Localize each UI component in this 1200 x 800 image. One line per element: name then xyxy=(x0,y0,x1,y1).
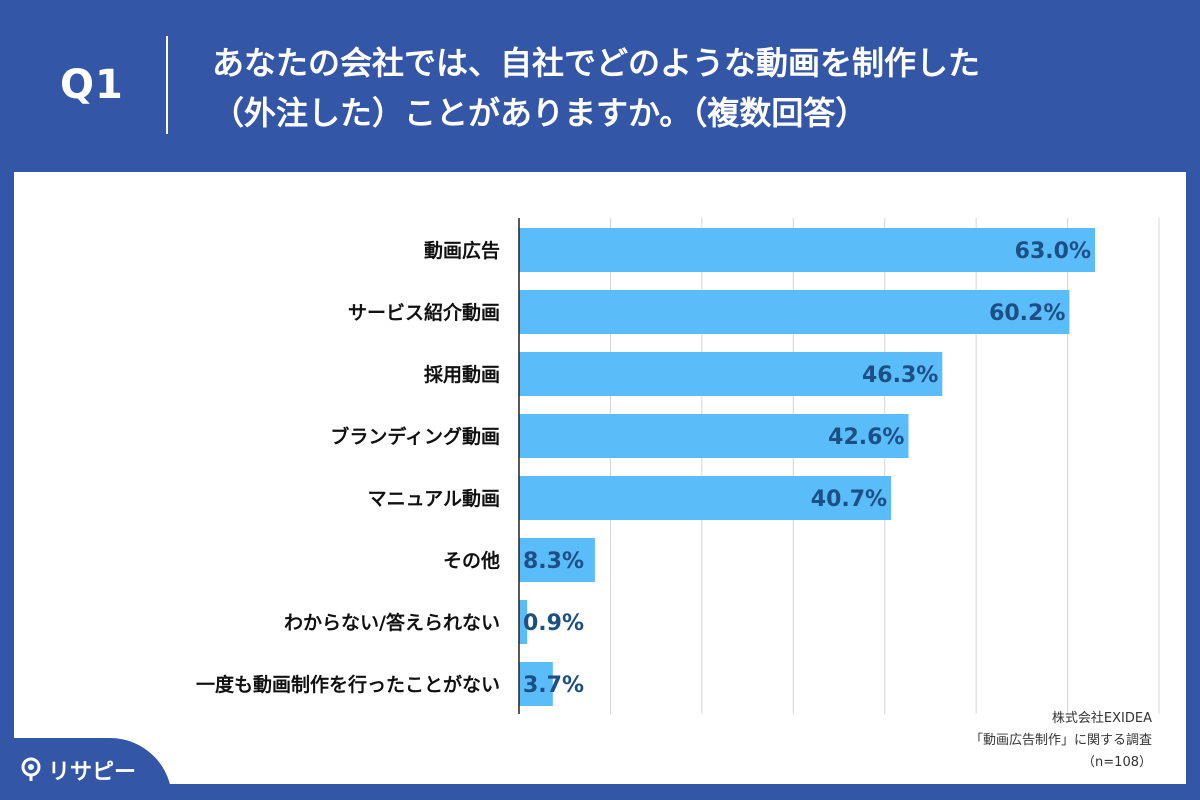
bar xyxy=(519,600,528,644)
bar xyxy=(519,290,1070,334)
value-label: 3.7% xyxy=(523,673,584,698)
logo-text: リサピー xyxy=(48,760,137,785)
value-label: 42.6% xyxy=(828,425,904,450)
bar xyxy=(519,414,909,458)
question-number: Q1 xyxy=(60,62,124,108)
logo-pin-icon xyxy=(21,757,41,781)
logo-tab xyxy=(0,738,172,800)
value-label: 8.3% xyxy=(523,549,584,574)
header-divider xyxy=(166,36,168,134)
bar xyxy=(519,228,1095,272)
category-label: 一度も動画制作を行ったことがない xyxy=(196,673,500,696)
brand-logo: リサピー xyxy=(20,754,136,786)
question-line-2: （外注した）ことがありますか。（複数回答） xyxy=(212,94,868,132)
category-label: わからない/答えられない xyxy=(284,611,500,634)
value-label: 40.7% xyxy=(811,487,887,512)
category-label: サービス紹介動画 xyxy=(348,301,500,324)
category-label: その他 xyxy=(443,549,500,572)
source-survey: 「動画広告制作」に関する調査 xyxy=(969,733,1152,748)
question-line-1: あなたの会社では、自社でどのような動画を制作した xyxy=(212,44,981,82)
bar xyxy=(519,352,943,396)
category-label: 動画広告 xyxy=(424,239,500,262)
value-label: 0.9% xyxy=(523,611,584,636)
value-label: 46.3% xyxy=(862,363,938,388)
source-company: 株式会社EXIDEA xyxy=(1051,711,1152,726)
bar xyxy=(519,662,553,706)
question-text: あなたの会社では、自社でどのような動画を制作した （外注した）ことがありますか。… xyxy=(212,38,1172,138)
category-label: マニュアル動画 xyxy=(368,488,500,510)
source-note: 株式会社EXIDEA 「動画広告制作」に関する調査 （n=108） xyxy=(970,708,1152,774)
category-label: ブランディング動画 xyxy=(330,425,500,448)
header: Q1 あなたの会社では、自社でどのような動画を制作した （外注した）ことがありま… xyxy=(0,0,1200,170)
category-label: 採用動画 xyxy=(424,364,500,386)
source-sample: （n=108） xyxy=(1082,755,1152,770)
value-label: 60.2% xyxy=(989,301,1065,326)
bar xyxy=(519,476,892,520)
bar xyxy=(519,538,595,582)
value-label: 63.0% xyxy=(1015,239,1091,264)
